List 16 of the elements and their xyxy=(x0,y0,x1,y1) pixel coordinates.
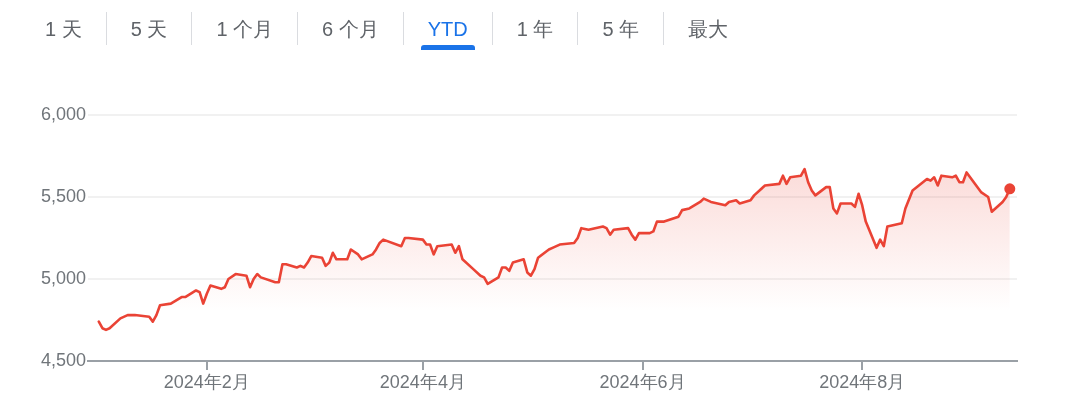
y-tick-label: 6,000 xyxy=(40,103,86,124)
category-label: 1 天 xyxy=(45,16,82,41)
x-tick-label: 2024年4月 xyxy=(379,371,466,392)
category-label: YTD xyxy=(427,16,468,41)
y-tick-label: 5,000 xyxy=(40,267,86,288)
y-tick-label: 5,500 xyxy=(40,185,86,206)
y-tick-label: 4,500 xyxy=(40,349,86,370)
category-label: 5 天 xyxy=(130,16,168,41)
category-label: 1 年 xyxy=(516,16,554,41)
category-label: 6 个月 xyxy=(322,16,379,41)
x-tick-label: 2024年6月 xyxy=(599,371,686,392)
category-label: 1 个月 xyxy=(216,16,274,41)
category-label: 5 年 xyxy=(602,16,640,41)
x-tick-label: 2024年8月 xyxy=(819,371,906,392)
category-label: 最大 xyxy=(688,16,729,41)
x-tick-label: 2024年2月 xyxy=(163,371,250,392)
